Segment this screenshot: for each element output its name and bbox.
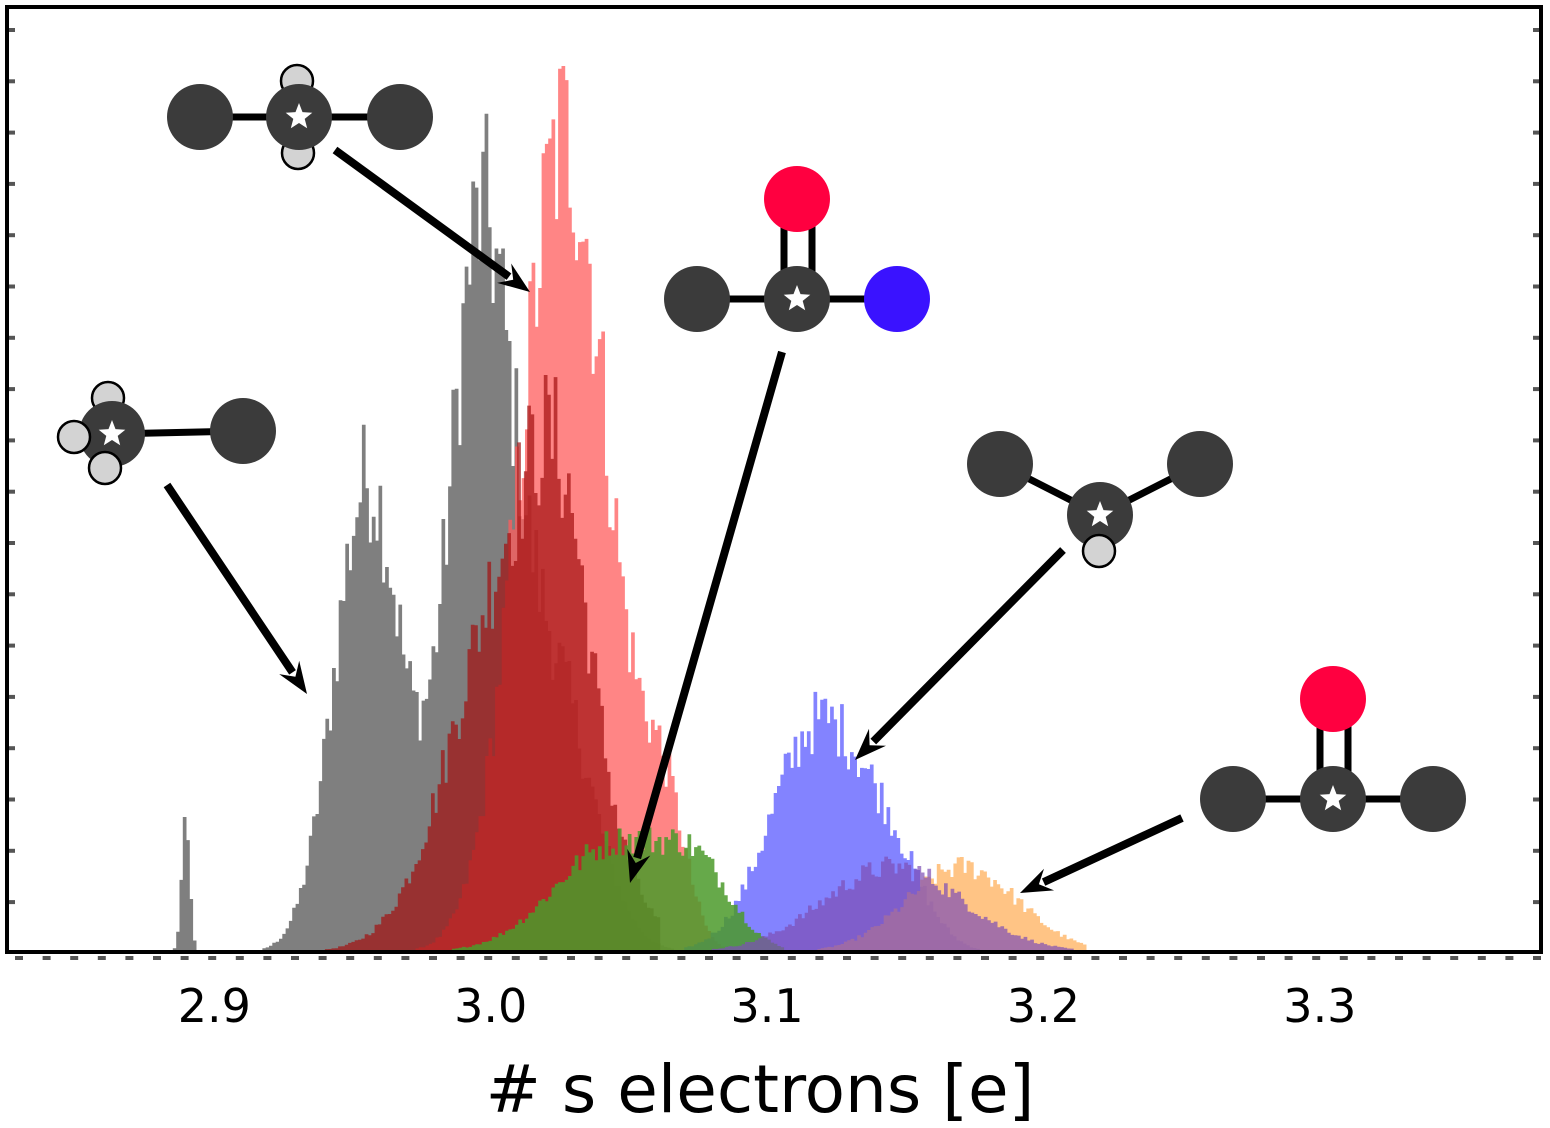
arrow-head [855, 728, 886, 760]
atom-carbon [1167, 431, 1233, 497]
atom-nitrogen [864, 266, 930, 332]
atom-carbon [1400, 766, 1466, 832]
x-tick-labels: 2.9 3.0 3.1 3.2 3.3 [178, 979, 1357, 1033]
series-1-bars [415, 66, 728, 952]
atom-hydrogen [87, 450, 123, 486]
arrow-head [497, 263, 530, 292]
atom-oxygen [764, 166, 830, 232]
atom-carbon [1200, 766, 1266, 832]
atom-carbon [167, 84, 233, 150]
x-tick-label: 2.9 [178, 979, 251, 1033]
atom-carbon [967, 431, 1033, 497]
atom-hydrogen [1081, 533, 1117, 569]
x-tick-label: 3.0 [454, 979, 527, 1033]
arrow-head [627, 848, 651, 883]
atom-carbon [210, 398, 276, 464]
x-tick-label: 3.3 [1283, 979, 1356, 1033]
x-axis-label: # s electrons [e] [486, 1051, 1035, 1128]
arrow-head [279, 660, 307, 694]
atom-oxygen [1300, 666, 1366, 732]
x-tick-label: 3.2 [1007, 979, 1080, 1033]
molecule-isopropyl [967, 431, 1233, 569]
molecule-ketone [1200, 666, 1466, 832]
atom-carbon [664, 266, 730, 332]
series-6-bars [711, 856, 1074, 952]
star-icon [1086, 501, 1114, 527]
annotation-arrows [163, 146, 1184, 893]
arrow-shaft [332, 146, 512, 280]
histogram-bars [172, 66, 1087, 953]
series-2 [324, 375, 661, 952]
molecule-methyl [56, 380, 276, 486]
x-tick-label: 3.1 [731, 979, 804, 1033]
arrow-head [1020, 868, 1055, 893]
molecule-annotations [56, 63, 1466, 832]
series-1 [415, 66, 728, 952]
atom-hydrogen [56, 419, 92, 455]
molecule-ethane [167, 63, 433, 171]
arrow-shaft [163, 482, 296, 675]
series-6 [711, 856, 1074, 952]
star-icon [783, 285, 811, 311]
arrow-shaft [1041, 814, 1184, 886]
arrow-shaft [633, 350, 786, 860]
series-5-bars [452, 827, 785, 952]
plot-frame [5, 5, 1543, 954]
star-icon [98, 420, 126, 446]
molecule-amide [664, 166, 930, 332]
arrow-shaft [870, 547, 1066, 745]
star-icon [1319, 785, 1347, 811]
star-icon [285, 103, 313, 129]
series-2-bars [324, 375, 661, 952]
atom-carbon [367, 84, 433, 150]
series-5 [452, 827, 785, 952]
